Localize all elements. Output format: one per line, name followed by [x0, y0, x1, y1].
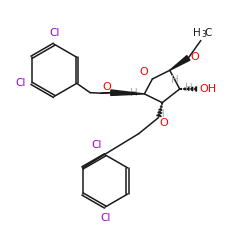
Text: O: O [102, 82, 111, 92]
Text: O: O [140, 66, 148, 76]
Text: O: O [190, 52, 199, 62]
Polygon shape [159, 108, 162, 110]
Text: Cl: Cl [91, 140, 102, 150]
Polygon shape [180, 88, 182, 90]
Polygon shape [156, 114, 161, 117]
Text: H: H [171, 75, 179, 85]
Text: H: H [157, 109, 165, 119]
Text: H: H [185, 83, 193, 93]
Polygon shape [187, 88, 189, 90]
Text: C: C [204, 28, 212, 38]
Polygon shape [160, 106, 162, 107]
Polygon shape [111, 90, 144, 96]
Text: 3: 3 [201, 30, 206, 39]
Polygon shape [158, 112, 162, 114]
Polygon shape [194, 86, 196, 92]
Text: H: H [130, 88, 138, 98]
Text: Cl: Cl [49, 28, 59, 38]
Polygon shape [170, 56, 190, 70]
Text: OH: OH [200, 84, 217, 94]
Text: Cl: Cl [100, 212, 110, 222]
Text: H: H [192, 28, 200, 38]
Polygon shape [191, 87, 193, 91]
Text: O: O [160, 118, 168, 128]
Polygon shape [184, 88, 185, 90]
Text: Cl: Cl [15, 78, 25, 88]
